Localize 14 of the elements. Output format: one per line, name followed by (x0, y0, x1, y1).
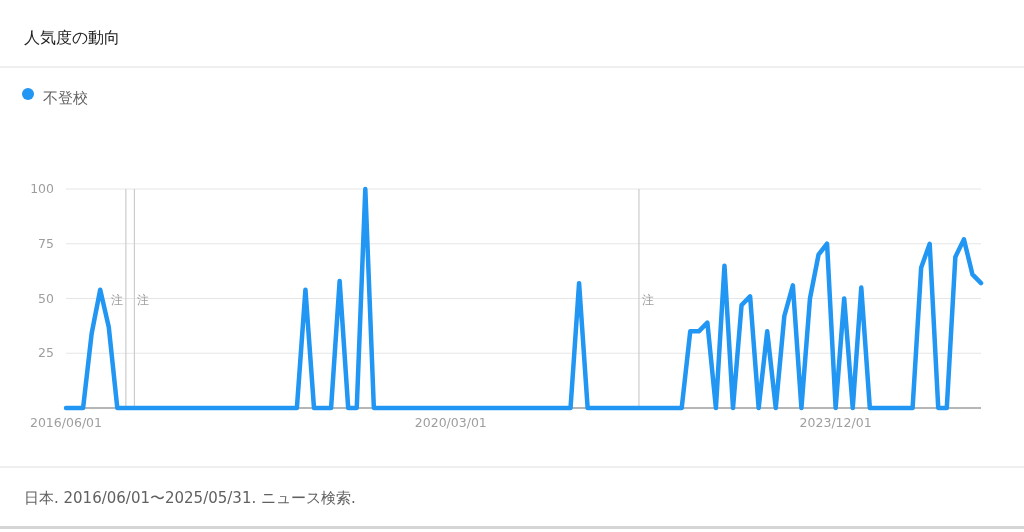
x-tick-label: 2023/12/01 (799, 415, 872, 430)
ref-line-label: 注 (137, 292, 150, 307)
y-tick-label: 50 (38, 290, 55, 306)
x-tick-label: 2020/03/01 (414, 415, 487, 430)
ref-line-label: 注 (641, 292, 654, 307)
text: 日本. 2016/06/01〜2025/05/31. ニュース検索. (24, 489, 356, 507)
ref-line-label: 注 (110, 292, 123, 307)
legend-label: 不登校 (43, 89, 88, 107)
line-series (63, 186, 984, 411)
y-tick-label: 100 (30, 181, 55, 196)
x-tick-label: 2016/06/01 (29, 415, 103, 430)
y-tick-label: 75 (38, 235, 54, 251)
y-tick-label: 25 (38, 345, 54, 361)
chart-title: 人気度の動向 (24, 28, 120, 47)
